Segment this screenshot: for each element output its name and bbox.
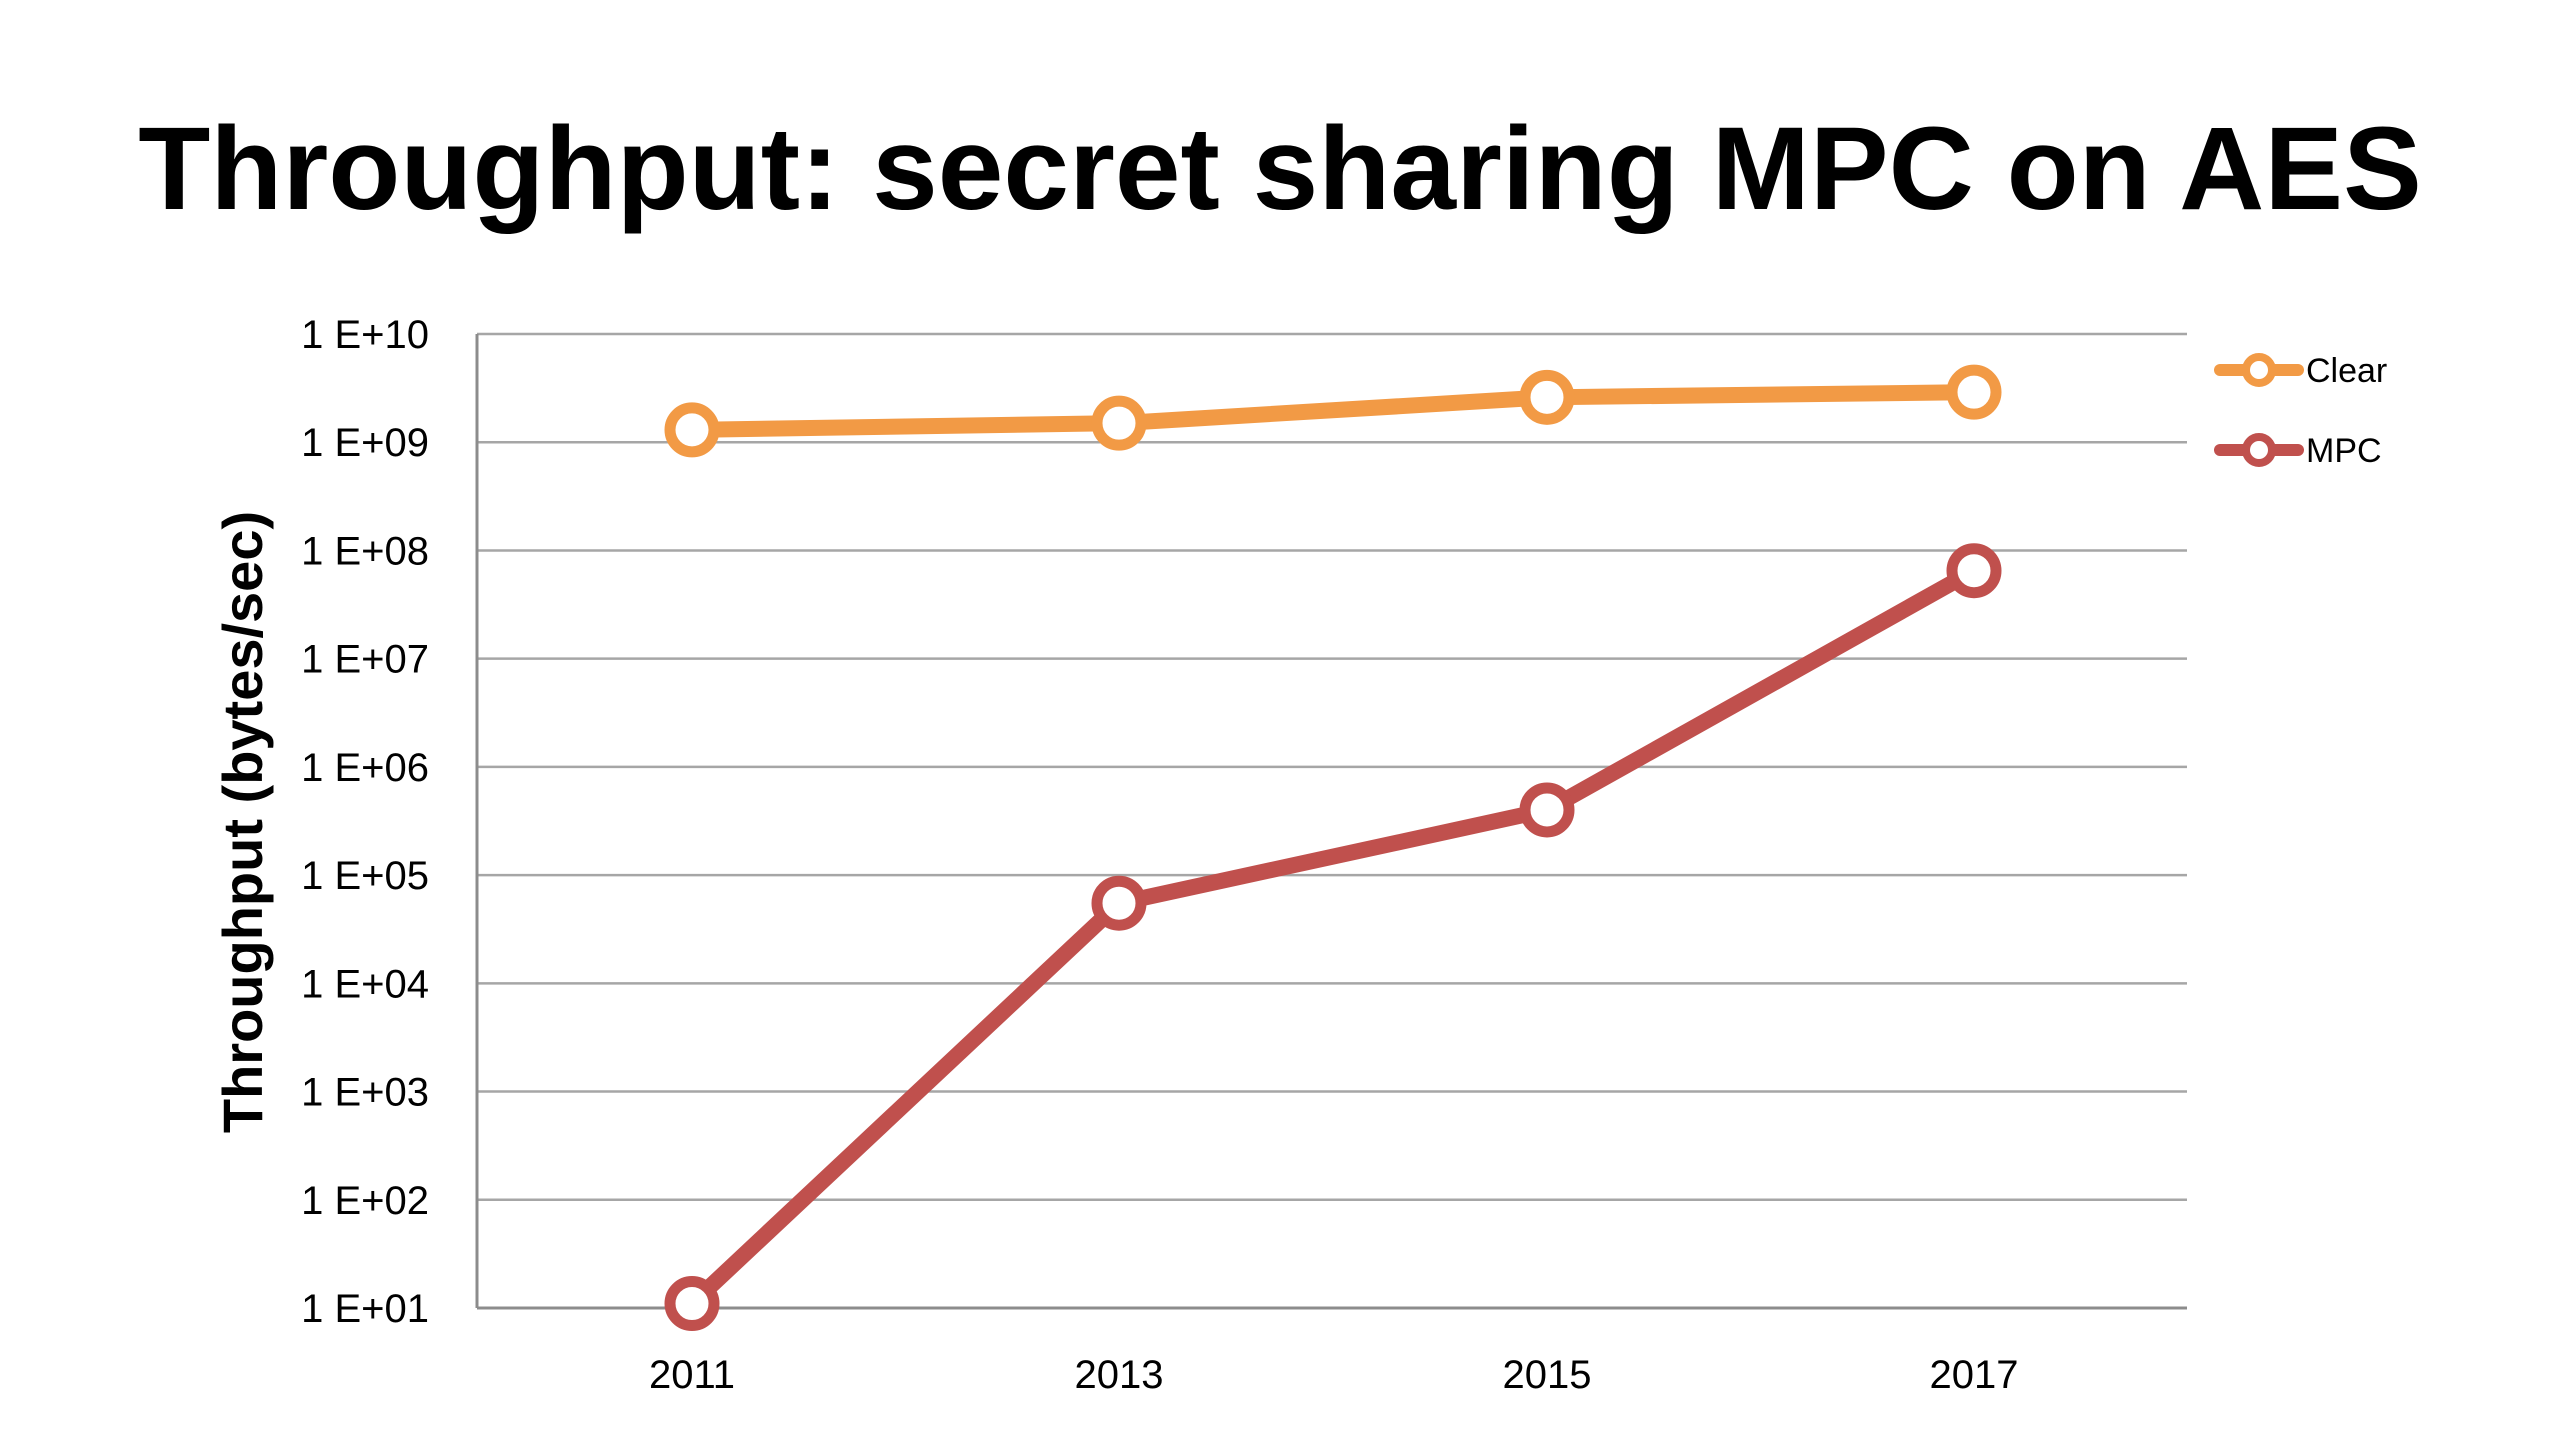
x-tick-label: 2015	[1503, 1353, 1592, 1397]
x-tick-label: 2011	[649, 1353, 735, 1397]
series-line-mpc	[684, 562, 1982, 1312]
series	[664, 364, 2002, 1332]
y-tick-label: 1 E+06	[301, 746, 429, 790]
y-tick-label: 1 E+01	[301, 1287, 429, 1331]
y-tick-labels: 1 E+01 1 E+02 1 E+03 1 E+04 1 E+05 1 E+06 1 E+…	[301, 313, 429, 1331]
y-tick-label: 1 E+10	[301, 313, 429, 357]
legend-swatch-marker	[2242, 353, 2276, 387]
axes	[475, 334, 2187, 1310]
series-line-clear	[684, 384, 1982, 438]
legend-label: MPC	[2306, 432, 2382, 470]
x-tick-label: 2013	[1075, 1353, 1164, 1397]
legend-swatch-marker	[2242, 433, 2276, 467]
data-point-clear	[664, 402, 720, 458]
data-point-clear	[1946, 364, 2002, 420]
x-tick-label: 2017	[1930, 1353, 2019, 1397]
slide-title: Throughput: secret sharing MPC on AES	[138, 103, 2422, 235]
legend-label: Clear	[2306, 352, 2387, 390]
y-tick-label: 1 E+09	[301, 421, 429, 465]
legend-item-mpc: MPC	[2214, 432, 2382, 470]
y-tick-label: 1 E+02	[301, 1179, 429, 1223]
data-point-mpc	[1946, 543, 2002, 599]
gridlines	[477, 332, 2187, 1202]
y-tick-label: 1 E+08	[301, 529, 429, 573]
data-point-clear	[1091, 395, 1147, 451]
x-tick-labels: 2011 2013 2015 2017	[649, 1353, 2019, 1397]
y-axis-title: Throughput (bytes/sec)	[211, 511, 274, 1133]
data-point-mpc	[1519, 782, 1575, 838]
y-tick-label: 1 E+04	[301, 962, 429, 1006]
y-tick-label: 1 E+03	[301, 1071, 429, 1115]
data-point-mpc	[664, 1276, 720, 1332]
data-point-clear	[1519, 369, 1575, 425]
legend-item-clear: Clear	[2214, 352, 2387, 390]
data-point-mpc	[1091, 875, 1147, 931]
legend: Clear MPC	[2214, 352, 2387, 470]
y-tick-label: 1 E+07	[301, 638, 429, 682]
y-tick-label: 1 E+05	[301, 854, 429, 898]
